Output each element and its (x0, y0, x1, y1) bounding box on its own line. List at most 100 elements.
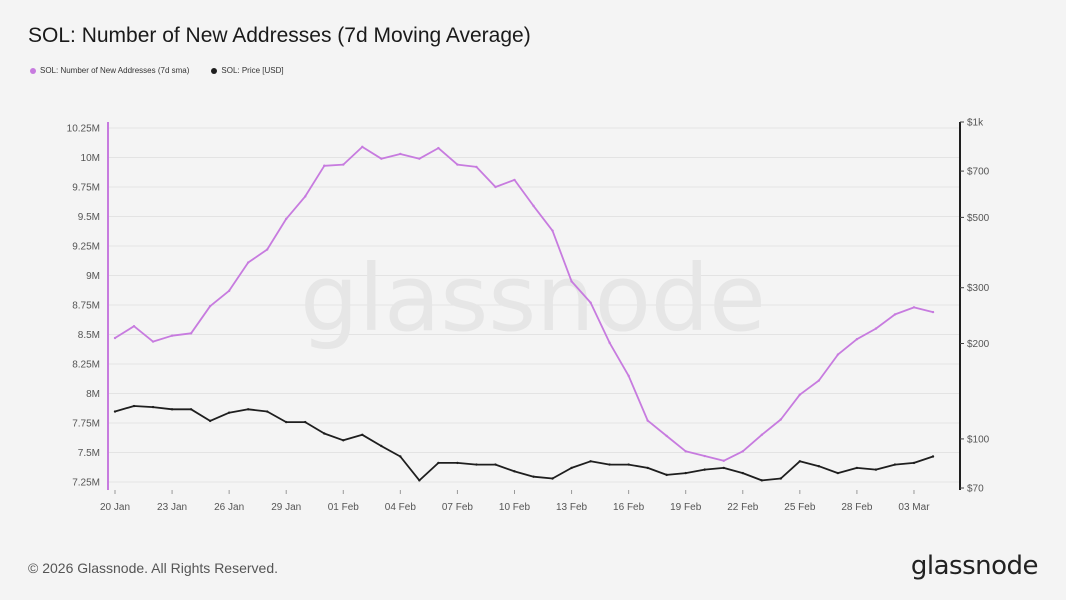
addresses-point (285, 217, 288, 221)
chart-title: SOL: Number of New Addresses (7d Moving … (28, 24, 531, 47)
watermark: glassnode (300, 245, 766, 352)
addresses-point (608, 341, 611, 344)
x-tick-label: 19 Feb (670, 502, 702, 513)
price-point (931, 455, 935, 458)
price-point (513, 470, 516, 473)
price-point (265, 410, 269, 413)
addresses-point (912, 306, 916, 309)
addresses-point (132, 325, 136, 328)
addresses-point (931, 310, 935, 314)
price-point (532, 475, 535, 478)
price-point (741, 471, 744, 475)
x-tick-label: 07 Feb (442, 502, 474, 513)
y-left-tick-label: 7.75M (72, 419, 100, 430)
y-left-tick-label: 7.25M (72, 478, 100, 489)
price-point (874, 468, 878, 471)
addresses-point (418, 157, 421, 160)
addresses-point (703, 454, 706, 458)
line-chart: glassnode 7.25M 7.5M 7.75M 8M 8.25M 8.5M 8.75M… (67, 118, 990, 514)
price-point (722, 466, 725, 470)
addresses-point (836, 353, 840, 356)
price-point (836, 471, 840, 475)
addresses-point (513, 178, 516, 182)
price-point (703, 468, 706, 471)
addresses-point (437, 146, 440, 150)
addresses-point (646, 419, 649, 422)
price-point (779, 477, 783, 480)
price-point (817, 465, 821, 468)
grid (108, 127, 960, 483)
price-point (208, 419, 212, 423)
x-tick-label: 29 Jan (271, 502, 301, 513)
addresses-point (399, 152, 402, 156)
addresses-point (227, 289, 231, 293)
addresses-point (189, 332, 193, 335)
price-point (418, 479, 421, 482)
addresses-point (323, 164, 326, 167)
legend-item-addresses[interactable]: SOL: Number of New Addresses (7d sma) (30, 66, 189, 75)
x-tick-label: 25 Feb (784, 502, 816, 513)
price-point (684, 471, 687, 475)
addresses-point (779, 418, 783, 421)
x-tick-label: 28 Feb (841, 502, 873, 513)
y-right-tick-label: $100 (967, 434, 990, 445)
addresses-point (380, 157, 383, 160)
price-point (361, 433, 364, 437)
price-point (798, 460, 802, 463)
addresses-point (246, 261, 250, 264)
addresses-point (475, 165, 478, 169)
addresses-point (684, 450, 687, 453)
addresses-point (342, 163, 345, 166)
addresses-point (151, 340, 155, 343)
price-point (893, 463, 897, 466)
price-point (475, 463, 478, 466)
price-point (646, 466, 649, 470)
x-tick-label: 26 Jan (214, 502, 244, 513)
x-tick-label: 13 Feb (556, 502, 588, 513)
price-point (132, 404, 136, 408)
y-left-tick-label: 9.25M (72, 242, 100, 253)
addresses-point (589, 301, 592, 304)
addresses-point (361, 145, 364, 149)
addresses-point (855, 338, 859, 341)
price-point (855, 466, 859, 470)
price-point (608, 463, 611, 466)
addresses-point (798, 393, 802, 396)
x-axis-ticks: 20 Jan 23 Jan 26 Jan 29 Jan 01 Feb 04 Feb 07 F… (100, 490, 930, 513)
price-line (114, 405, 934, 482)
x-tick-label: 10 Feb (499, 502, 531, 513)
y-right-tick-label: $300 (967, 283, 990, 294)
x-tick-label: 16 Feb (613, 502, 645, 513)
legend-label-price: SOL: Price [USD] (221, 66, 284, 75)
legend: SOL: Number of New Addresses (7d sma) SO… (30, 66, 284, 75)
legend-item-price[interactable]: SOL: Price [USD] (211, 66, 284, 75)
price-point (627, 463, 630, 466)
axes (107, 122, 961, 490)
y-left-tick-label: 8.75M (72, 301, 100, 312)
y-left-tick-label: 8.25M (72, 360, 100, 371)
y-left-tick-label: 9M (86, 271, 100, 282)
price-point (227, 411, 231, 414)
x-tick-label: 20 Jan (100, 502, 130, 513)
price-point (285, 420, 288, 424)
addresses-point (113, 336, 117, 340)
y-right-tick-label: $1k (967, 118, 984, 129)
legend-swatch-addresses (30, 67, 36, 74)
addresses-point (304, 195, 307, 198)
x-tick-label: 23 Jan (157, 502, 187, 513)
x-tick-label: 22 Feb (727, 502, 759, 513)
glassnode-logo: glassnode (910, 551, 1039, 581)
y-left-tick-label: 8M (86, 389, 100, 400)
price-point (437, 461, 440, 465)
legend-label-addresses: SOL: Number of New Addresses (7d sma) (40, 66, 190, 75)
y-right-tick-label: $70 (967, 484, 984, 495)
price-point (189, 408, 193, 411)
addresses-point (741, 450, 744, 453)
price-point (113, 410, 117, 413)
addresses-line (114, 146, 934, 462)
y-left-tick-label: 10M (81, 153, 100, 164)
price-point (151, 405, 155, 409)
addresses-point (551, 229, 554, 232)
price-point (304, 420, 307, 424)
price-point (342, 439, 345, 442)
